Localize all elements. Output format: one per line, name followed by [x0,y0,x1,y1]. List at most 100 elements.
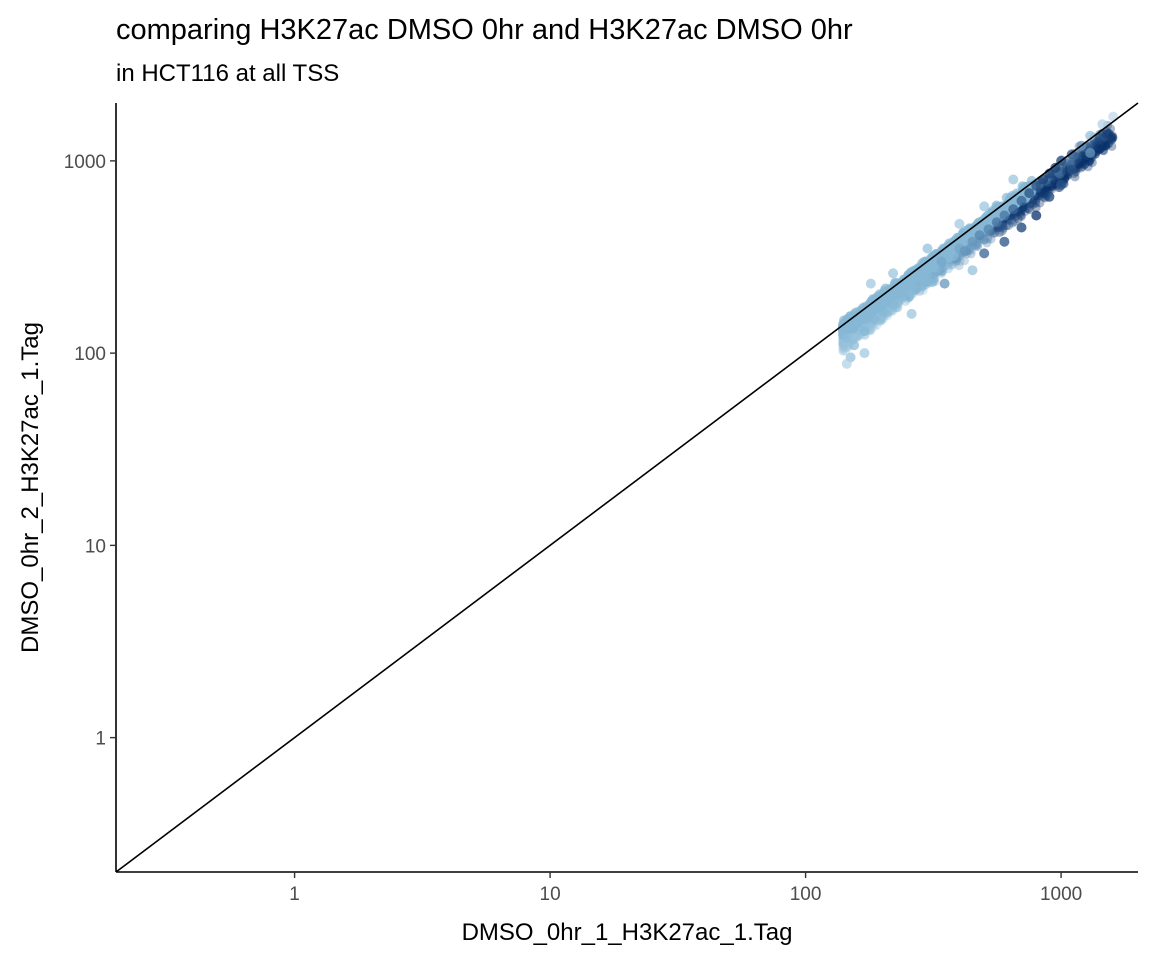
cloud-point [937,267,947,277]
cloud-point [1074,152,1084,162]
cloud-point [1098,133,1108,143]
cloud-point [1078,155,1088,165]
cloud-point [1098,142,1108,151]
scatter-point [974,230,985,241]
cloud-point [1068,157,1078,167]
scatter-point [914,271,925,282]
scatter-point [1016,222,1027,233]
cloud-point [1097,141,1107,151]
cloud-point [997,226,1007,236]
scatter-point [922,275,933,285]
cloud-point [1094,139,1104,149]
cloud-point [1077,151,1087,161]
x-tick-label: 100 [790,884,822,905]
cloud-point [982,238,992,248]
cloud-point [1042,183,1052,193]
scatter-point [868,314,879,325]
scatter-point [999,210,1010,221]
cloud-point [917,281,927,291]
cloud-point [852,331,862,341]
cloud-point [947,260,957,270]
cloud-point [1083,162,1093,172]
cloud-point [1049,179,1058,189]
cloud-point [930,274,940,284]
cloud-point [1078,152,1088,162]
cloud-point [983,232,993,242]
cloud-point [1085,155,1095,165]
x-tick-label: 10 [540,884,561,905]
scatter-point [991,217,1002,228]
cloud-point [1075,156,1085,165]
cloud-point [1089,139,1099,149]
cloud-point [1101,140,1111,150]
cloud-point [1074,156,1084,166]
cloud-point [838,343,848,353]
cloud-point [1077,158,1087,168]
cloud-point [852,333,862,343]
x-axis-label: DMSO_0hr_1_H3K27ac_1.Tag [462,919,793,946]
cloud-point [1016,211,1026,221]
scatter-point [841,358,852,369]
cloud-point [1093,143,1103,153]
y-axis-label: DMSO_0hr_2_H3K27ac_1.Tag [17,322,44,653]
cloud-point [1087,158,1097,168]
scatter-point [852,317,863,328]
cloud-point [1095,136,1105,146]
cloud-point [930,270,940,280]
cloud-point [1096,140,1105,150]
scatter-point [939,278,950,289]
cloud-point [1095,129,1105,139]
scatter-point [1031,181,1042,191]
cloud-point [938,266,948,276]
cloud-point [995,228,1005,237]
scatter-point [1097,119,1108,130]
y-tick-label: 100 [74,344,106,365]
cloud-point [1073,158,1083,168]
cloud-point [1076,159,1086,169]
cloud-point [1101,137,1111,147]
cloud-point [876,314,886,324]
cloud-point [1017,206,1027,216]
cloud-point [1096,144,1106,154]
cloud-point [1104,139,1113,149]
scatter-point [859,326,870,337]
cloud-point [1077,148,1087,158]
cloud-point [1094,137,1104,147]
cloud-point [843,313,853,324]
cloud-point [852,331,862,341]
cloud-point [840,346,850,356]
scatter-point [897,290,908,301]
cloud-point [1067,157,1077,167]
scatter-point [841,332,852,343]
cloud-point [1034,191,1044,200]
data-points [841,111,1119,369]
cloud-point [839,341,849,351]
scatter-point [954,218,965,229]
cloud-point [1097,136,1107,145]
y-axis-ticks: 1 10 100 1000 [64,152,116,750]
cloud-point [1092,144,1102,154]
x-tick-label: 1 [289,884,300,905]
cloud-point [1048,177,1058,187]
cloud-point [1100,141,1110,151]
cloud-point [1057,171,1067,181]
cloud-point [1101,141,1111,151]
cloud-point [1104,128,1114,138]
scatter-point [1008,204,1019,215]
cloud-point [841,343,851,353]
cloud-point [1077,155,1087,165]
cloud-point [1007,215,1017,225]
cloud-point [1058,167,1068,177]
cloud-point [1093,146,1103,155]
cloud-point [1084,157,1094,167]
cloud-point [1020,206,1030,216]
cloud-point [1093,142,1103,152]
cloud-point [1103,132,1113,142]
cloud-point [838,346,848,356]
cloud-point [1075,155,1085,165]
scatter-point [888,299,899,309]
scatter-point [1031,210,1042,221]
cloud-point [1047,180,1057,190]
cloud-point [838,322,848,333]
cloud-point [1100,131,1110,141]
